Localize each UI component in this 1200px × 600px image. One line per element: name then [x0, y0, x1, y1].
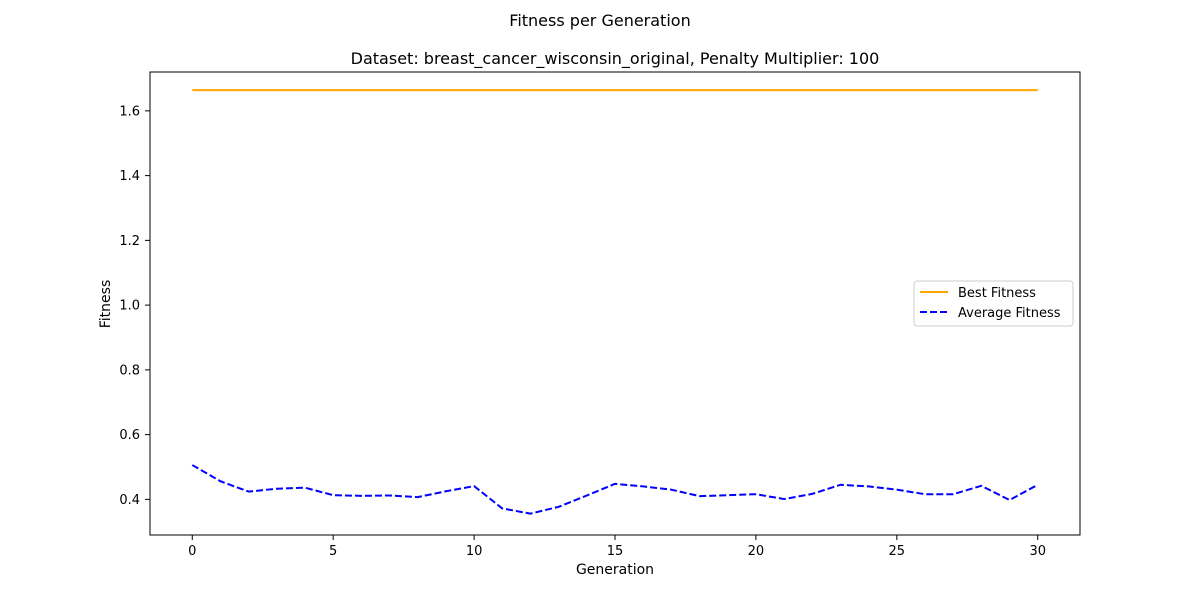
x-tick-label: 25 — [889, 544, 906, 559]
chart-title: Dataset: breast_cancer_wisconsin_origina… — [351, 49, 880, 69]
y-axis: 0.4 0.6 0.8 1.0 1.2 1.4 1.6 — [119, 104, 150, 508]
y-tick-label: 1.0 — [119, 299, 140, 314]
y-tick-label: 0.4 — [119, 493, 140, 508]
y-tick-label: 1.2 — [119, 234, 140, 249]
y-axis-label: Fitness — [98, 280, 114, 329]
x-axis: 0 5 10 15 20 25 30 — [188, 535, 1046, 559]
x-tick-label: 5 — [329, 544, 337, 559]
y-tick-label: 1.6 — [119, 104, 140, 119]
x-tick-label: 10 — [466, 544, 483, 559]
y-tick-label: 0.6 — [119, 428, 140, 443]
series-line-1 — [191, 464, 1039, 515]
x-tick-label: 0 — [188, 544, 196, 559]
x-tick-label: 30 — [1029, 544, 1046, 559]
legend-box — [913, 280, 1074, 327]
legend-label-1: Average Fitness — [958, 306, 1061, 321]
plot-area — [191, 89, 1039, 515]
y-tick-label: 0.8 — [119, 363, 140, 378]
x-axis-label: Generation — [576, 562, 654, 578]
x-tick-label: 15 — [607, 544, 624, 559]
y-tick-label: 1.4 — [119, 169, 140, 184]
figure-suptitle: Fitness per Generation — [509, 11, 690, 30]
x-tick-label: 20 — [748, 544, 765, 559]
legend-label-0: Best Fitness — [958, 286, 1036, 301]
legend: Best Fitness Average Fitness — [913, 280, 1074, 327]
